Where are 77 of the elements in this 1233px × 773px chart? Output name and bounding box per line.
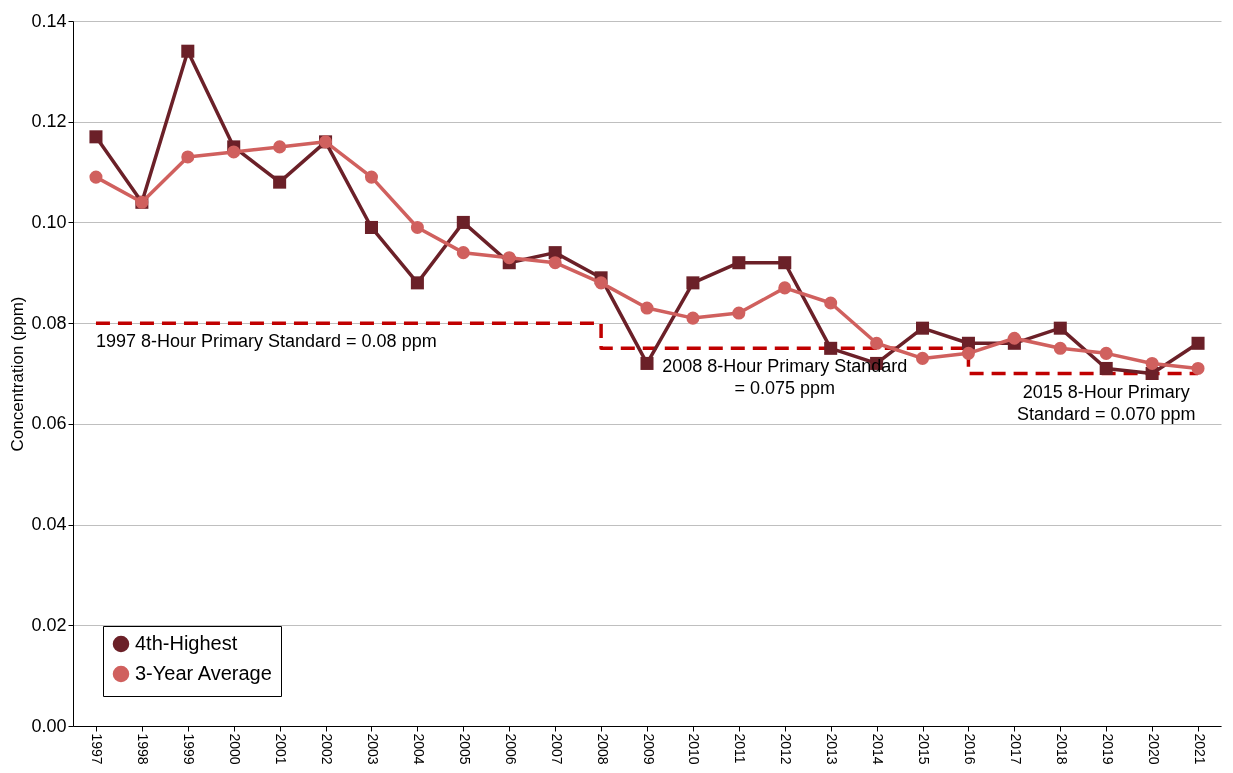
point	[961, 346, 975, 360]
point	[1099, 361, 1113, 375]
point	[686, 276, 700, 290]
point	[410, 220, 424, 234]
x-tick-label: 2017	[1007, 733, 1024, 765]
x-tick-label: 2015	[916, 733, 933, 765]
legend-label: 4th-Highest	[135, 632, 238, 654]
x-tick-label: 2020	[1145, 733, 1162, 765]
x-tick-label: 2010	[686, 733, 703, 765]
annotation: 2008 8-Hour Primary Standard = 0.075 ppm	[662, 356, 908, 399]
point	[227, 145, 241, 159]
point	[824, 341, 838, 355]
y-tick-label: 0.12	[31, 111, 67, 132]
point	[273, 175, 287, 189]
x-tick-label: 2009	[640, 733, 657, 765]
point	[732, 256, 746, 270]
point	[1099, 346, 1113, 360]
x-tick-label: 2001	[273, 733, 290, 765]
x-tick-label: 2016	[961, 733, 978, 765]
point	[364, 220, 378, 234]
x-tick-label: 2002	[319, 733, 336, 765]
point	[410, 276, 424, 290]
point	[1145, 356, 1159, 370]
x-tick-label: 2011	[732, 733, 749, 764]
point	[1191, 361, 1205, 375]
annotation: 1997 8-Hour Primary Standard = 0.08 ppm	[95, 331, 437, 352]
point	[181, 44, 195, 58]
y-tick-label: 0.00	[31, 715, 67, 736]
annotation: 2015 8-Hour Primary Standard = 0.070 ppm	[1016, 381, 1196, 424]
point	[273, 140, 287, 154]
point	[89, 130, 103, 144]
point	[916, 321, 930, 335]
y-tick-label: 0.06	[31, 413, 67, 434]
x-tick-label: 2012	[778, 733, 795, 765]
x-tick-label: 2021	[1191, 733, 1208, 765]
x-tick-label: 2005	[456, 733, 473, 765]
point	[778, 281, 792, 295]
y-tick-label: 0.10	[31, 211, 67, 232]
x-tick-label: 2000	[227, 733, 244, 765]
x-tick-label: 2018	[1053, 733, 1070, 765]
x-tick-label: 2004	[410, 733, 427, 765]
point	[181, 150, 195, 164]
point	[1007, 331, 1021, 345]
point	[640, 301, 654, 315]
point	[364, 170, 378, 184]
y-tick-label: 0.14	[31, 10, 67, 31]
y-tick-label: 0.04	[31, 514, 67, 535]
point	[548, 256, 562, 270]
point	[870, 336, 884, 350]
point	[502, 251, 516, 265]
x-tick-label: 2003	[364, 733, 381, 765]
legend-label: 3-Year Average	[135, 662, 272, 684]
point	[1053, 321, 1067, 335]
y-tick-label: 0.08	[31, 312, 67, 333]
point	[89, 170, 103, 184]
point	[640, 356, 654, 370]
point	[594, 276, 608, 290]
x-tick-label: 2019	[1099, 733, 1116, 765]
x-tick-label: 1999	[181, 733, 198, 765]
x-tick-label: 2013	[824, 733, 841, 765]
point	[1191, 336, 1205, 350]
point	[456, 215, 470, 229]
x-tick-label: 2014	[870, 733, 887, 765]
point	[456, 246, 470, 260]
point	[1053, 341, 1067, 355]
point	[686, 311, 700, 325]
point	[916, 351, 930, 365]
point	[778, 256, 792, 270]
y-axis-title: Concentration (ppm)	[8, 296, 28, 452]
point	[824, 296, 838, 310]
x-tick-label: 2006	[502, 733, 519, 765]
x-tick-label: 2007	[548, 733, 565, 765]
y-tick-label: 0.02	[31, 614, 67, 635]
x-tick-label: 1997	[89, 733, 106, 765]
x-tick-label: 2008	[594, 733, 611, 765]
point	[732, 306, 746, 320]
x-tick-label: 1998	[135, 733, 152, 765]
